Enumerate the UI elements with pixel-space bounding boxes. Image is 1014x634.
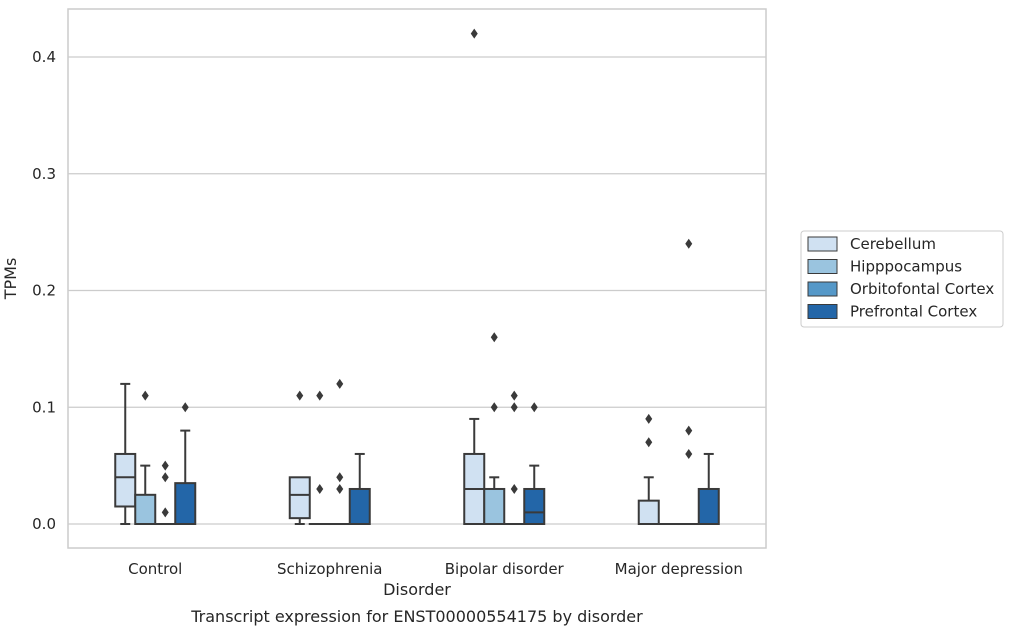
chart-caption: Transcript expression for ENST0000055417… [190, 607, 643, 626]
box-body [134, 493, 157, 525]
legend-label: Prefrontal Cortex [850, 303, 977, 321]
y-axis-label: TPMs [1, 258, 20, 301]
legend-swatch [807, 281, 838, 297]
outlier-point [336, 378, 344, 389]
outlier-point [316, 390, 324, 401]
legend-frame [800, 230, 1004, 328]
y-tick-label: 0.3 [32, 165, 56, 183]
legend: Cerebellum Hipppocampus Orbitofontal Corte… [800, 230, 1004, 328]
box-prefrontal-cortex [348, 452, 371, 526]
outlier-point [510, 390, 518, 401]
outlier-point [336, 472, 344, 483]
outlier-marks [141, 28, 693, 518]
box-body [483, 487, 506, 526]
box-prefrontal-cortex [174, 429, 197, 526]
plot-frame [67, 8, 767, 549]
y-tick-label: 0.1 [32, 398, 56, 416]
outlier-point [181, 402, 189, 413]
legend-swatch [807, 236, 838, 252]
legend-label: Hipppocampus [850, 258, 962, 276]
outlier-point [530, 402, 538, 413]
legend-label: Cerebellum [850, 235, 936, 253]
box-hipppocampus [483, 476, 506, 526]
box-cerebellum [463, 417, 486, 526]
outlier-point [685, 238, 693, 249]
box-cerebellum [637, 476, 660, 525]
box-body [348, 487, 371, 526]
legend-swatch [807, 259, 838, 274]
x-axis-label: Disorder [383, 580, 451, 599]
y-tick-label: 0.4 [32, 48, 56, 66]
outlier-point [510, 402, 518, 413]
legend-swatch [807, 304, 838, 319]
outlier-point [161, 472, 169, 483]
outlier-point [161, 460, 169, 471]
outlier-point [645, 413, 653, 424]
box-body [174, 482, 197, 526]
x-tick-label: Major depression [615, 560, 743, 578]
box-body [637, 499, 660, 525]
box-cerebellum [288, 476, 311, 525]
box-body [288, 476, 311, 520]
y-tick-label: 0.0 [32, 515, 56, 533]
box-marks [114, 382, 720, 526]
gridlines [68, 56, 766, 525]
outlier-point [685, 448, 693, 459]
outlier-point [685, 425, 693, 436]
outlier-point [336, 483, 344, 494]
box-prefrontal-cortex [697, 452, 720, 526]
outlier-point [490, 402, 498, 413]
outlier-point [510, 483, 518, 494]
box-hipppocampus [134, 464, 157, 525]
box-body [523, 487, 546, 526]
y-tick-label: 0.2 [32, 282, 56, 300]
legend-label: Orbitofontal Cortex [850, 280, 994, 298]
outlier-point [470, 28, 478, 39]
outlier-point [296, 390, 304, 401]
x-tick-label: Control [128, 560, 182, 578]
y-axis-ticks: 0.0 0.1 0.2 0.3 0.4 [32, 48, 56, 533]
outlier-point [490, 332, 498, 343]
x-tick-label: Bipolar disorder [445, 560, 565, 578]
box-body [697, 487, 720, 526]
x-axis-ticks: Control Schizophrenia Bipolar disorder Majo… [128, 560, 743, 578]
outlier-point [645, 437, 653, 448]
box-body [114, 452, 137, 508]
outlier-point [161, 507, 169, 518]
outlier-point [316, 483, 324, 494]
x-tick-label: Schizophrenia [277, 560, 382, 578]
outlier-point [141, 390, 149, 401]
box-prefrontal-cortex [523, 464, 546, 526]
box-cerebellum [114, 382, 137, 525]
